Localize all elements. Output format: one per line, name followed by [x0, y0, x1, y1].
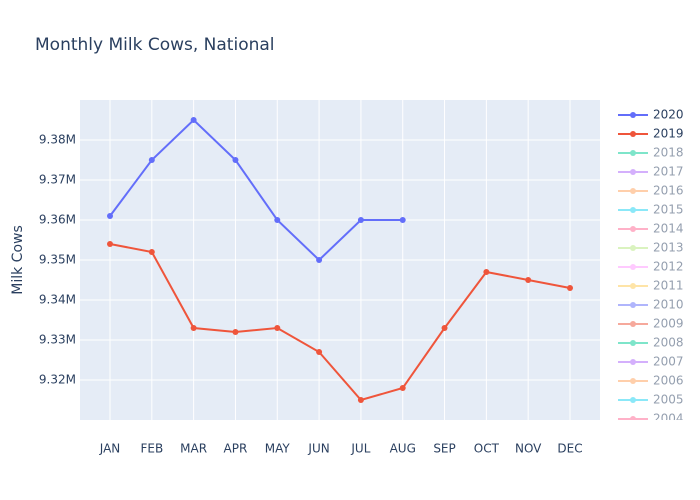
legend-item: 2013	[618, 241, 684, 255]
legend-marker	[630, 112, 636, 118]
legend-item: 2009	[618, 317, 684, 331]
legend-item: 2004	[618, 412, 684, 426]
legend: 2020 2019 2018 2017 2016 2015 2014 2013 2012 2011…	[618, 108, 684, 426]
legend-marker	[630, 416, 636, 420]
legend-label: 2020	[653, 108, 684, 122]
legend-item: 2012	[618, 260, 684, 274]
legend-label: 2007	[653, 355, 684, 369]
x-tick-label: JAN	[99, 442, 121, 456]
data-point	[232, 329, 239, 335]
x-tick-label: SEP	[433, 442, 455, 456]
x-tick-label: MAY	[265, 442, 291, 456]
x-tick-label: AUG	[390, 442, 416, 456]
legend-item: 2017	[618, 165, 684, 179]
legend-marker	[630, 245, 636, 251]
x-tick-label: JUL	[350, 442, 370, 456]
legend-label: 2012	[653, 260, 684, 274]
legend-item: 2018	[618, 146, 684, 160]
legend-marker	[630, 131, 636, 137]
legend-item: 2020	[618, 108, 684, 122]
data-point	[316, 349, 323, 355]
x-tick-label: FEB	[140, 442, 163, 456]
legend-item: 2016	[618, 184, 684, 198]
legend-item: 2007	[618, 355, 684, 369]
legend-marker	[630, 264, 636, 270]
y-tick-label: 9.34M	[39, 293, 76, 307]
data-point	[567, 285, 573, 291]
data-point	[148, 249, 155, 255]
data-point	[441, 325, 448, 331]
data-point	[107, 213, 113, 219]
y-tick-label: 9.35M	[39, 253, 76, 267]
legend-label: 2015	[653, 203, 684, 217]
legend-label: 2014	[653, 222, 684, 236]
x-tick-label: APR	[224, 442, 248, 456]
legend-marker	[630, 283, 636, 289]
legend-marker	[630, 169, 636, 175]
data-point	[190, 117, 197, 123]
legend-label: 2004	[653, 412, 684, 426]
data-point	[399, 217, 406, 223]
x-tick-label: OCT	[474, 442, 500, 456]
y-axis-title: Milk Cows	[10, 225, 26, 295]
legend-item: 2015	[618, 203, 684, 217]
legend-marker	[630, 226, 636, 232]
legend-label: 2016	[653, 184, 684, 198]
legend-item: 2010	[618, 298, 684, 312]
legend-label: 2006	[653, 374, 684, 388]
legend-label: 2019	[653, 127, 684, 141]
legend-marker	[630, 321, 636, 327]
data-point	[483, 269, 490, 275]
legend-item: 2005	[618, 393, 684, 407]
y-tick-label: 9.33M	[39, 333, 76, 347]
legend-label: 2009	[653, 317, 684, 331]
legend-marker	[630, 188, 636, 194]
legend-marker	[630, 359, 636, 365]
data-point	[525, 277, 532, 283]
y-tick-label: 9.36M	[39, 213, 76, 227]
legend-item: 2006	[618, 374, 684, 388]
legend-label: 2008	[653, 336, 684, 350]
series-line	[109, 118, 403, 262]
legend-marker	[630, 378, 636, 384]
data-point	[274, 217, 281, 223]
data-point	[190, 325, 197, 331]
legend-label: 2005	[653, 393, 684, 407]
data-point	[357, 397, 364, 403]
data-point	[232, 157, 239, 163]
legend-item: 2008	[618, 336, 684, 350]
chart-title: Monthly Milk Cows, National	[35, 35, 275, 55]
x-tick-label: DEC	[557, 442, 582, 456]
data-point	[148, 157, 155, 163]
data-point	[274, 325, 281, 331]
data-point	[399, 385, 406, 391]
legend-item: 2014	[618, 222, 684, 236]
legend-item: 2019	[618, 127, 684, 141]
legend-marker	[630, 340, 636, 346]
legend-marker	[630, 397, 636, 403]
grid	[80, 100, 600, 420]
plot	[107, 117, 573, 403]
data-point	[316, 257, 323, 263]
legend-item: 2011	[618, 279, 684, 293]
legend-label: 2018	[653, 146, 684, 160]
y-tick-label: 9.38M	[39, 133, 76, 147]
legend-label: 2013	[653, 241, 684, 255]
legend-marker	[630, 207, 636, 213]
data-point	[357, 217, 364, 223]
series-line	[109, 243, 571, 402]
legend-marker	[630, 150, 636, 156]
x-tick-label: MAR	[180, 442, 207, 456]
data-point	[107, 241, 113, 247]
y-tick-label: 9.37M	[39, 173, 76, 187]
legend-label: 2011	[653, 279, 684, 293]
y-tick-label: 9.32M	[39, 373, 76, 387]
legend-label: 2017	[653, 165, 684, 179]
x-tick-label: JUN	[307, 442, 329, 456]
x-tick-label: NOV	[515, 442, 542, 456]
legend-marker	[630, 302, 636, 308]
legend-label: 2010	[653, 298, 684, 312]
